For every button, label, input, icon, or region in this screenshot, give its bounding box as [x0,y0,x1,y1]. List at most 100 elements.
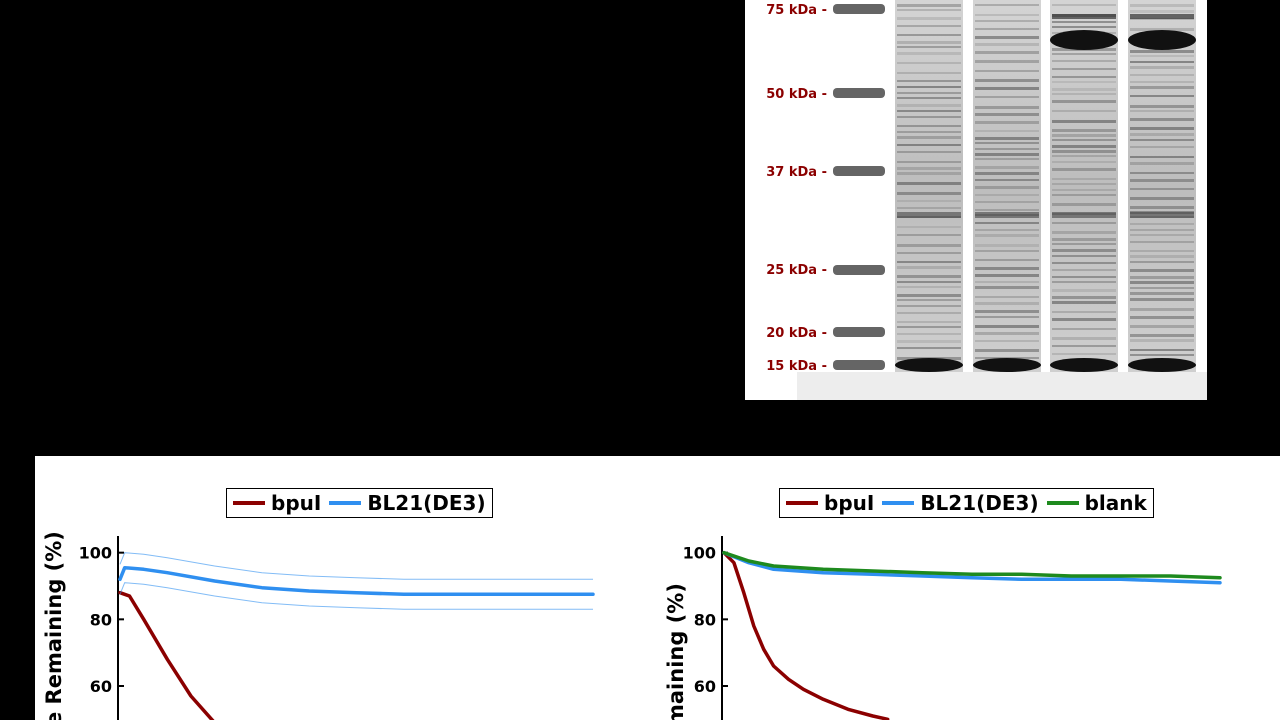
protein-band [975,142,1039,144]
marker-label: 15 kDa - [766,359,827,374]
protein-band [975,186,1039,189]
protein-band [975,234,1039,237]
protein-band [897,41,961,44]
protein-band [897,136,961,139]
protein-band [1130,261,1194,263]
protein-band [897,212,961,218]
overexpressed-band [1128,30,1196,50]
protein-band [1130,28,1194,31]
protein-band [1130,86,1194,89]
overexpressed-band [1050,30,1118,50]
protein-band [975,87,1039,90]
protein-band [1130,95,1194,97]
protein-band [1130,61,1194,63]
marker-label: 20 kDa - [766,326,827,341]
marker-label: 37 kDa - [766,165,827,180]
chart-panel-d: bpuI BL21(DE3) blank maining (%) 60 80 100 [640,456,1280,720]
protein-band [897,281,961,283]
protein-band [897,167,961,170]
plot-area-c: 60 80 100 [79,536,595,720]
protein-band [1052,161,1116,163]
protein-band [897,261,961,263]
legend-label: BL21(DE3) [920,491,1039,515]
protein-band-15kda [973,358,1041,372]
protein-band [975,43,1039,46]
ladder-band [833,4,885,14]
protein-band [1052,301,1116,304]
protein-band [897,244,961,247]
protein-band [897,4,961,7]
protein-band [1052,353,1116,355]
protein-band [1052,276,1116,278]
protein-band [975,106,1039,109]
marker-label: 75 kDa - [766,3,827,18]
protein-band [975,194,1039,196]
protein-band [975,130,1039,132]
protein-band [1130,81,1194,83]
gel-image: 75 kDa - 50 kDa - 37 kDa - 25 kDa - 20 k… [745,0,1207,400]
series-line-bpui [722,550,890,720]
protein-band [1130,197,1194,200]
protein-band [1130,255,1194,258]
y-tick-label: 100 [79,544,112,563]
protein-band [1130,146,1194,148]
protein-band [1130,334,1194,337]
protein-band [1052,120,1116,123]
protein-band [1052,150,1116,153]
protein-band [975,4,1039,6]
protein-band [897,72,961,74]
protein-band-15kda [895,358,963,372]
protein-band [897,80,961,82]
protein-band [1052,311,1116,313]
protein-band [897,172,961,175]
protein-band [1130,206,1194,209]
ladder-band [833,360,885,370]
legend-swatch-bpul [233,501,265,505]
legend-label: blank [1084,491,1147,515]
legend-swatch-bl21 [329,501,362,505]
protein-band [897,234,961,236]
protein-band [897,46,961,48]
legend-swatch-bpul [786,501,818,505]
protein-band [1052,243,1116,245]
sample-lane [895,0,963,372]
protein-band [975,172,1039,175]
protein-band [897,86,961,88]
protein-band [897,144,961,146]
protein-band [897,151,961,153]
protein-band [975,36,1039,39]
protein-band [975,274,1039,277]
ladder-band [833,327,885,337]
legend-d: bpuI BL21(DE3) blank [779,488,1154,518]
protein-band [897,34,961,36]
protein-band [1052,296,1116,299]
y-tick-label: 80 [694,610,716,629]
protein-band [1052,345,1116,347]
protein-band [1052,281,1116,283]
protein-band [1052,203,1116,206]
protein-band [1130,229,1194,231]
protein-band [975,310,1039,313]
chart-panel-c: bpuI BL21(DE3) e Remaining (%) 60 80 100 [35,456,640,720]
protein-band [1130,50,1194,53]
protein-band [975,60,1039,63]
protein-band [975,302,1039,305]
protein-band [1130,110,1194,112]
protein-band [1052,337,1116,340]
protein-band [1130,223,1194,225]
legend-item-bpul: bpuI [786,491,874,515]
protein-band [897,252,961,254]
protein-band [1052,155,1116,157]
protein-band [975,166,1039,169]
protein-band [975,281,1039,283]
legend-item-bl21: BL21(DE3) [882,491,1039,515]
legend-item-bpul: bpuI [233,491,321,515]
protein-band [975,113,1039,116]
protein-band [1130,325,1194,328]
protein-band [1052,76,1116,78]
protein-band [975,340,1039,342]
protein-band [1130,139,1194,141]
protein-band [1130,234,1194,236]
protein-band [1052,178,1116,180]
protein-band [897,92,961,94]
